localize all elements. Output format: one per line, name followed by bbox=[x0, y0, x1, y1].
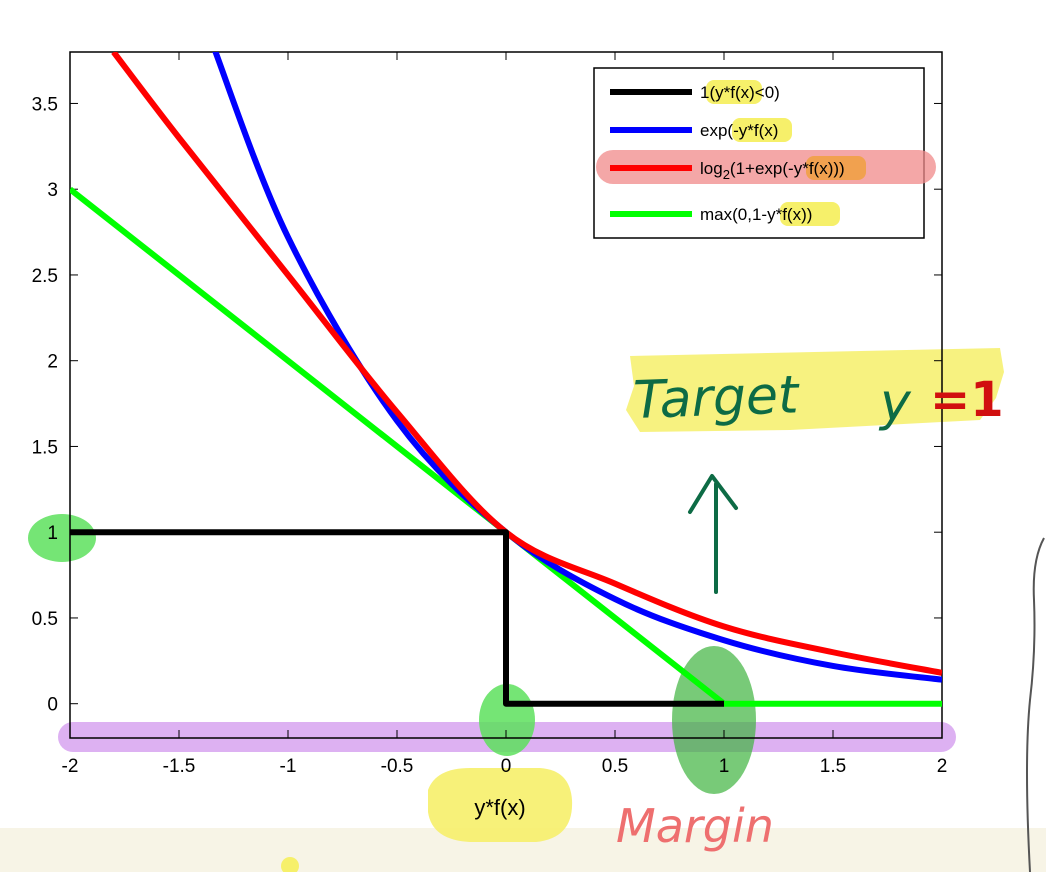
y-tick-label: 0 bbox=[47, 695, 58, 716]
x-tick-label: 1.5 bbox=[820, 756, 846, 777]
annotation-eq-1: =1 bbox=[930, 372, 1004, 428]
bottom-yellow-dot bbox=[281, 857, 299, 872]
legend-hl-4 bbox=[780, 202, 840, 226]
margin-green-highlight bbox=[672, 646, 756, 794]
y-tick-label: 0.5 bbox=[32, 609, 58, 630]
target-yellow-highlight bbox=[626, 348, 1004, 432]
x-tick-label: -1 bbox=[280, 756, 297, 777]
legend-label-log: log2(1+exp(-y*f(x))) bbox=[700, 159, 845, 182]
y-tick-labels: 0 0.5 1 1.5 2 2.5 3 3.5 bbox=[32, 94, 58, 715]
legend-hl-3 bbox=[806, 156, 866, 180]
legend-label-indicator: 1(y*f(x)<0) bbox=[700, 83, 780, 102]
x-tick-label: 1 bbox=[719, 756, 730, 777]
series-layer bbox=[70, 52, 942, 707]
y-tick-label: 2 bbox=[47, 352, 58, 373]
x-axis-label: y*f(x) bbox=[474, 795, 525, 820]
annotation-target: Target bbox=[632, 365, 801, 431]
series-indicator-loss bbox=[70, 529, 724, 707]
x-tick-label: 2 bbox=[937, 756, 948, 777]
annotation-y: y bbox=[878, 373, 912, 433]
ytick-1-green-highlight bbox=[28, 514, 96, 562]
legend-label-hinge: max(0,1-y*f(x)) bbox=[700, 205, 812, 224]
handwritten-annotations: Target y =1 Margin bbox=[616, 365, 1045, 872]
legend-hl-1 bbox=[706, 80, 762, 104]
x-tick-label: -1.5 bbox=[163, 756, 196, 777]
x-tick-labels: -2 -1.5 -1 -0.5 0 0.5 1 1.5 2 bbox=[62, 756, 948, 777]
x-tick-label: -2 bbox=[62, 756, 79, 777]
legend-label-exp: exp(-y*f(x) bbox=[700, 121, 778, 140]
y-tick-label: 2.5 bbox=[32, 266, 58, 287]
legend-hl-2 bbox=[732, 118, 792, 142]
x-tick-label: 0.5 bbox=[602, 756, 628, 777]
y-tick-label: 3.5 bbox=[32, 94, 58, 115]
y-tick-label: 1.5 bbox=[32, 437, 58, 458]
axis-ticks bbox=[69, 52, 943, 738]
arrow-head-icon bbox=[688, 474, 738, 514]
x-tick-label: -0.5 bbox=[381, 756, 414, 777]
x-tick-label: 0 bbox=[501, 756, 512, 777]
series-log-loss bbox=[111, 52, 942, 676]
y-tick-label: 3 bbox=[47, 180, 58, 201]
annotation-margin: Margin bbox=[616, 799, 774, 853]
page-curl-edge bbox=[1026, 537, 1045, 872]
highlighter-marks bbox=[28, 348, 1004, 872]
y-tick-label: 1 bbox=[47, 523, 58, 544]
legend: 1(y*f(x)<0) exp(-y*f(x) log2(1+exp(-y*f(… bbox=[593, 67, 936, 239]
xlabel-yellow-highlight bbox=[428, 768, 573, 842]
